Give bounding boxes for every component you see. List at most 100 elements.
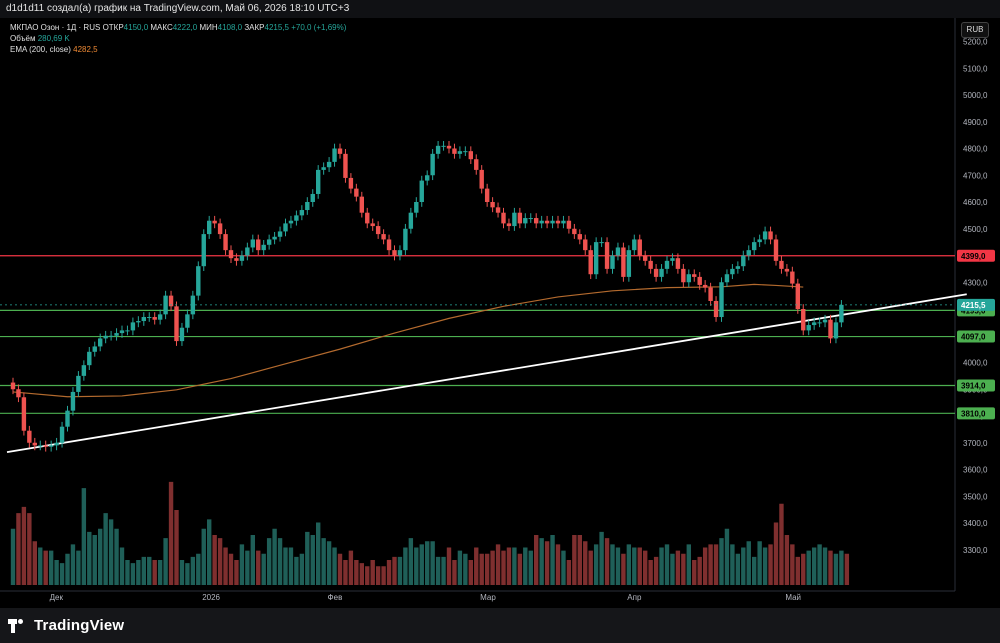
volume-bar [408,538,414,585]
candle-body [779,260,784,269]
volume-bar [593,544,599,585]
candle-body [119,330,125,334]
candle-body [839,304,844,323]
candle-body [659,268,664,277]
volume-bar [588,550,593,585]
currency-button[interactable]: RUB [961,22,989,38]
volume-bar [495,544,501,585]
volume-bar [675,550,681,585]
last-price-label: 4215,5 [961,301,986,310]
volume-bar [354,560,359,585]
candle-body [168,295,174,307]
candle-body [283,223,288,232]
candle-body [326,161,332,168]
candle-body [686,274,691,283]
tradingview-logo[interactable]: TradingView [8,617,124,634]
candle-body [539,220,544,224]
candle-body [386,239,392,251]
candle-body [375,226,381,235]
price-chart[interactable]: 5200,0 5100,0 5000,0 4900,0 4800,0 4700,0 4600… [0,18,1000,608]
candle-body [566,220,572,229]
candle-body [321,167,326,170]
volume-bar [561,550,566,585]
candle-body [741,255,746,267]
candle-body [223,234,228,251]
volume-bar [599,531,604,585]
candle-body [136,321,141,323]
open-label: ОТКР [102,23,124,32]
price-tick-label: 3500,0 [963,492,988,501]
volume-bar [239,544,245,585]
candle-body [506,223,512,227]
candle-body [98,338,103,347]
candle-body [664,260,670,269]
volume-bar [664,544,670,585]
volume-bar [528,550,533,585]
volume-bar [348,550,354,585]
candle-body [719,282,724,318]
candle-body [822,319,828,323]
price-tick-label: 4600,0 [963,198,988,207]
volume-bar [844,553,850,585]
candle-body [495,207,501,213]
candle-body [81,365,87,376]
volume-bar [425,541,430,585]
price-tick-label: 4300,0 [963,278,988,287]
volume-bar [103,513,108,585]
high-label: МАКС [150,23,173,32]
volume-legend[interactable]: Объём 280,69 K [10,33,346,44]
volume-bar [87,531,92,585]
candle-body [54,442,59,446]
candle-body [245,247,250,256]
candle-body [419,180,424,202]
symbol-name[interactable]: МКПАО Озон · 1Д · RUS [10,23,101,32]
candle-body [408,212,414,229]
candle-body [446,145,452,149]
level-price-label: 4097,0 [961,333,986,342]
price-tick-label: 4900,0 [963,118,988,127]
candle-body [534,218,539,224]
volume-bar [81,488,87,585]
price-tick-label: 4500,0 [963,225,988,234]
volume-bar [392,556,397,585]
volume-bar [10,528,16,585]
volume-bar [806,550,811,585]
candle-body [152,317,157,320]
ema-legend[interactable]: EMA (200, close) 4282,5 [10,44,346,55]
candle-body [468,151,473,160]
candle-body [305,202,310,211]
candle-body [784,268,790,272]
volume-bar [577,535,582,585]
volume-bar [21,506,27,585]
volume-bar [152,560,157,585]
candle-body [250,239,255,248]
ema-label: EMA (200, close) [10,45,71,54]
volume-bar [457,550,463,585]
volume-bar [250,535,255,585]
candle-body [479,169,484,189]
chart-caption: d1d1d11 создал(а) график на TradingView.… [6,3,350,14]
candle-body [337,148,343,154]
candle-body [348,177,354,189]
candle-body [108,335,114,337]
candle-body [702,284,708,288]
volume-bar [179,560,185,585]
volume-bar [201,528,206,585]
candle-body [828,319,833,339]
candle-body [833,322,839,339]
candle-body [752,242,757,251]
volume-bar [76,550,81,585]
volume-bar [833,553,839,585]
price-tick-label: 5000,0 [963,91,988,100]
ema-200-line [12,283,804,398]
level-price-tag [957,407,995,420]
volume-bar [621,553,626,585]
candle-body [555,220,561,224]
volume-bar [463,553,468,585]
candle-body [817,322,822,324]
candle-body [354,188,359,197]
candle-body [294,215,299,221]
candle-body [599,242,604,244]
candle-body [174,306,179,342]
volume-bar [125,560,130,585]
